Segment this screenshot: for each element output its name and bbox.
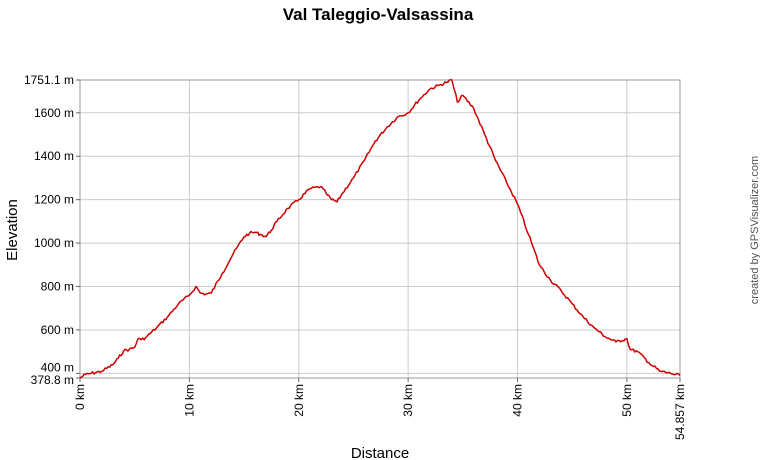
x-tick-label: 54.857 km: [673, 384, 687, 440]
x-tick-label: 20 km: [292, 384, 306, 417]
chart-title: Val Taleggio-Valsassina: [283, 5, 474, 24]
y-tick-label: 400 m: [41, 360, 74, 374]
elevation-line: [79, 78, 681, 379]
x-axis-ticks: 0 km 10 km 20 km 30 km 40 km 50 km 54.857 km: [73, 378, 687, 440]
y-tick-label: 1200 m: [34, 193, 74, 207]
x-tick-label: 30 km: [401, 384, 415, 417]
y-tick-label: 600 m: [41, 323, 74, 337]
y-tick-label: 378.8 m: [31, 373, 74, 387]
x-tick-label: 0 km: [73, 384, 87, 410]
credit-text: created by GPSVisualizer.com: [749, 156, 760, 304]
y-tick-label: 1400 m: [34, 149, 74, 163]
x-tick-label: 10 km: [182, 384, 196, 417]
y-tick-label: 1000 m: [34, 236, 74, 250]
y-tick-label: 800 m: [41, 280, 74, 294]
x-axis-label: Distance: [351, 445, 409, 460]
x-tick-label: 50 km: [620, 384, 634, 417]
grid: [79, 79, 681, 379]
y-axis-label: Elevation: [4, 199, 21, 261]
plot-area-border: [79, 79, 681, 379]
x-tick-label: 40 km: [511, 384, 525, 417]
y-tick-label: 1751.1 m: [24, 73, 74, 87]
y-tick-label: 1600 m: [34, 106, 74, 120]
